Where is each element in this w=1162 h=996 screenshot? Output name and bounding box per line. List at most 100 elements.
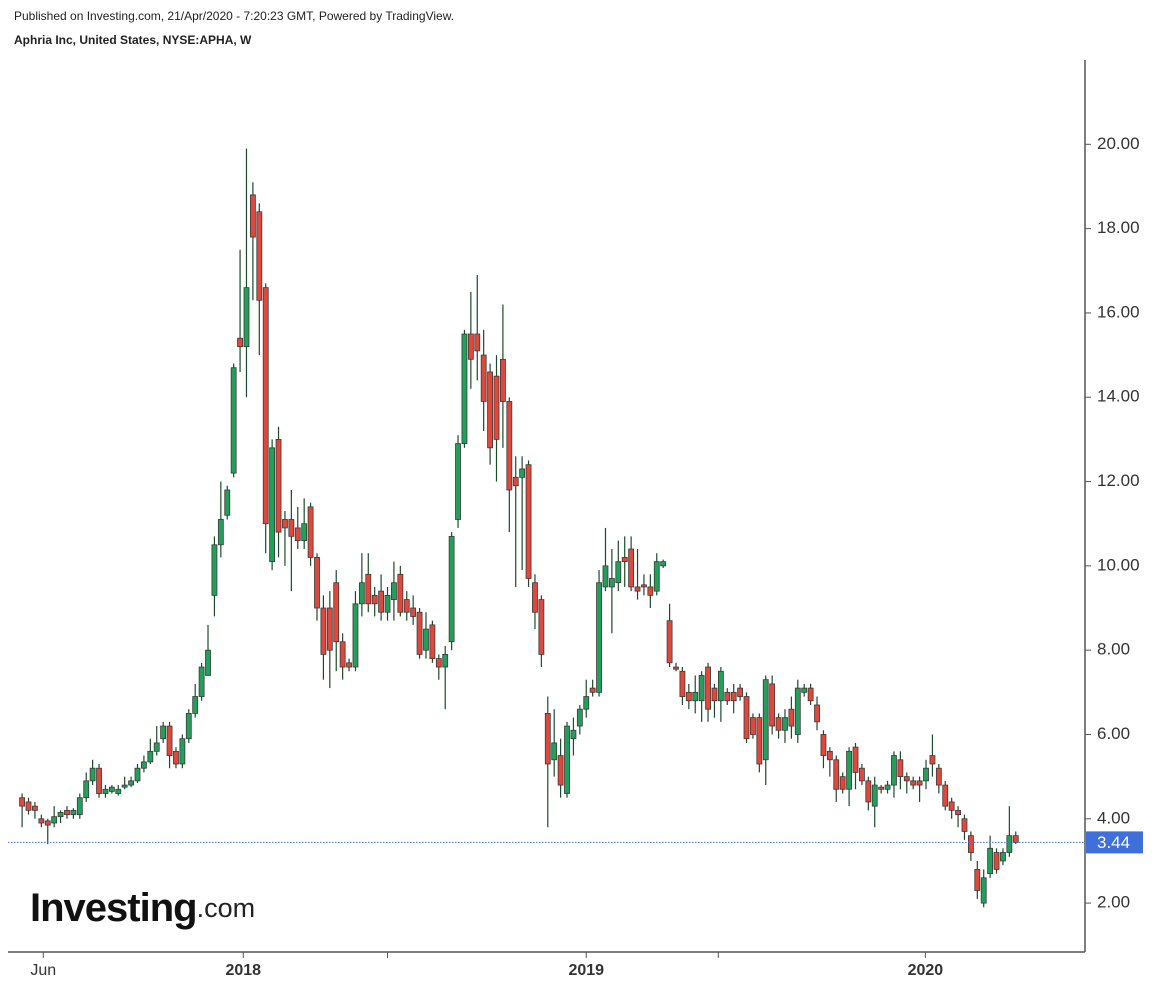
candle-body xyxy=(903,776,910,782)
y-tick-label: 2.00 xyxy=(1097,893,1130,912)
candle-body xyxy=(32,805,38,811)
candle-body xyxy=(384,594,391,613)
candle-body xyxy=(416,611,423,655)
candle-body xyxy=(878,786,885,790)
candle-body xyxy=(378,590,385,613)
candle-body xyxy=(121,784,128,788)
candle-body xyxy=(589,687,596,693)
candle-body xyxy=(628,548,635,588)
candle-body xyxy=(775,717,782,731)
source: Published on Investing.com, 21/Apr/2020 … xyxy=(14,9,454,23)
y-tick-label: 16.00 xyxy=(1097,302,1140,321)
candle-body xyxy=(974,868,981,891)
candle-body xyxy=(846,750,852,790)
candle-body xyxy=(64,809,70,815)
candle-body xyxy=(551,742,558,761)
candle-body xyxy=(711,687,718,702)
candle-body xyxy=(76,797,83,815)
candle-body xyxy=(641,584,647,588)
candle-body xyxy=(576,708,583,727)
candle-body xyxy=(762,679,769,761)
x-tick-label: 2020 xyxy=(908,962,944,979)
candle-body xyxy=(923,767,929,782)
candle-body xyxy=(326,607,333,651)
candle-body xyxy=(333,582,340,643)
candle-body xyxy=(512,476,519,487)
candle-body xyxy=(967,835,974,853)
candle-body xyxy=(224,489,231,516)
candle-body xyxy=(737,687,744,697)
candle-body xyxy=(467,333,474,360)
candle-body xyxy=(935,767,942,786)
candle-body xyxy=(871,784,878,807)
candle-body xyxy=(743,696,750,740)
candle-body xyxy=(160,725,167,740)
candle-body xyxy=(1012,835,1019,843)
candle-body xyxy=(653,561,660,592)
candle-body xyxy=(307,506,314,558)
candle-body xyxy=(282,519,288,529)
candle-body xyxy=(256,211,263,301)
candle-body xyxy=(884,784,891,790)
candle-body xyxy=(769,683,776,727)
candle-body xyxy=(423,628,429,651)
candle-body xyxy=(314,557,320,609)
candle-body xyxy=(615,561,622,584)
candle-body xyxy=(102,788,109,794)
candle-body xyxy=(57,812,64,818)
candle-body xyxy=(794,687,801,735)
y-tick-label: 8.00 xyxy=(1097,640,1130,659)
x-tick-label: 2018 xyxy=(225,962,261,979)
candle-body xyxy=(301,523,308,541)
candle-body xyxy=(339,641,346,668)
candle-body xyxy=(51,816,58,824)
candle-body xyxy=(147,750,154,763)
candle-body xyxy=(173,750,179,765)
candle-body xyxy=(660,561,667,567)
candle-body xyxy=(724,691,731,702)
candle-body xyxy=(500,358,506,402)
candle-body xyxy=(859,767,865,782)
candle-body xyxy=(557,755,564,786)
candle-body xyxy=(525,464,532,579)
candle-body xyxy=(961,818,968,832)
y-tick-label: 18.00 xyxy=(1097,218,1140,237)
candle-body xyxy=(820,734,827,756)
candle-body xyxy=(865,780,872,803)
candle-body xyxy=(288,519,295,537)
last-price-label: 3.44 xyxy=(1097,833,1130,852)
y-tick-label: 14.00 xyxy=(1097,387,1140,406)
candle-body xyxy=(839,776,846,790)
candle-body xyxy=(570,729,577,740)
candle-body xyxy=(89,767,96,782)
candle-body xyxy=(814,704,820,723)
candle-body xyxy=(673,666,679,670)
candle-body xyxy=(685,691,692,702)
candle-body xyxy=(692,691,699,702)
candle-body xyxy=(371,594,378,605)
candle-body xyxy=(96,767,102,794)
candle-body xyxy=(698,675,705,702)
candle-body xyxy=(403,599,410,613)
candle-body xyxy=(833,759,840,790)
candle-body xyxy=(474,333,481,352)
candle-body xyxy=(705,666,711,710)
candle-body xyxy=(461,333,468,445)
logo: Investing.com xyxy=(30,886,255,930)
candle-body xyxy=(621,557,628,563)
candle-body xyxy=(198,666,205,697)
candle-body xyxy=(346,662,352,668)
candle-body xyxy=(294,527,301,541)
candle-body xyxy=(666,620,673,664)
candle-body xyxy=(275,438,282,533)
candle-body xyxy=(25,801,32,811)
candle-body xyxy=(205,649,211,676)
candle-body xyxy=(358,582,365,605)
candle-body xyxy=(179,738,186,765)
candle-body xyxy=(480,354,487,402)
candle-body xyxy=(583,696,590,710)
candle-body xyxy=(756,717,763,765)
candle-body xyxy=(987,847,994,874)
candle-body xyxy=(647,586,654,596)
